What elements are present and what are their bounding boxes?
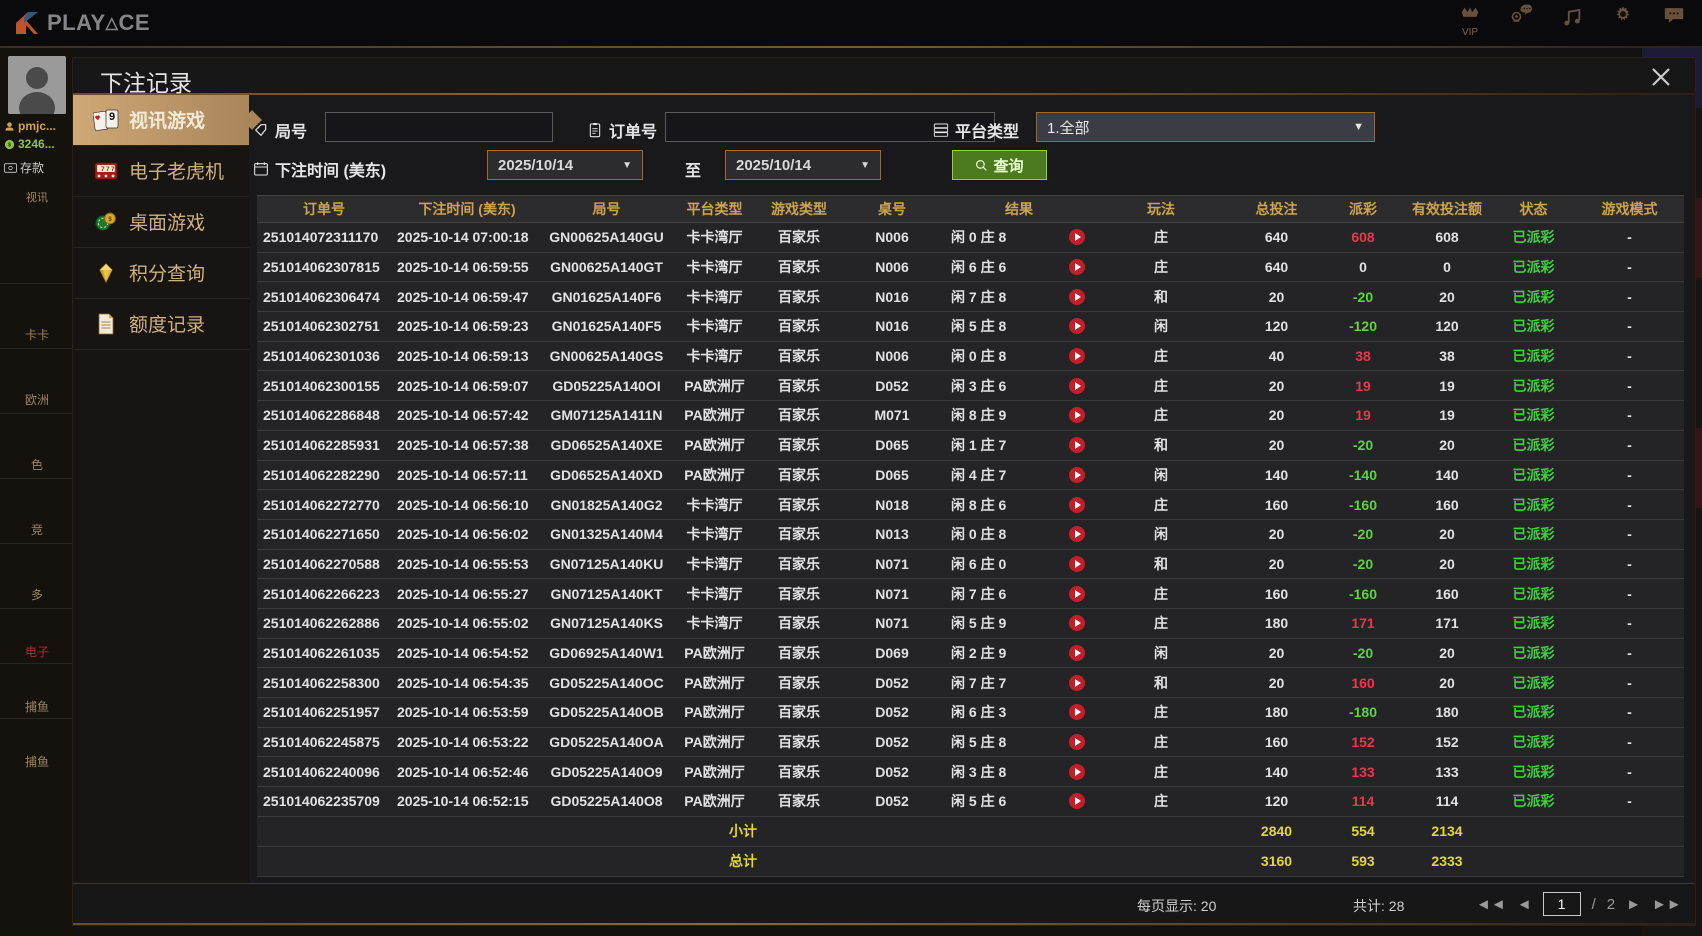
svg-text:7: 7 [106,166,110,173]
svg-text:$: $ [8,142,11,148]
svg-text:9: 9 [109,111,115,123]
svg-text:7: 7 [111,166,115,173]
svg-text:7: 7 [101,166,105,173]
